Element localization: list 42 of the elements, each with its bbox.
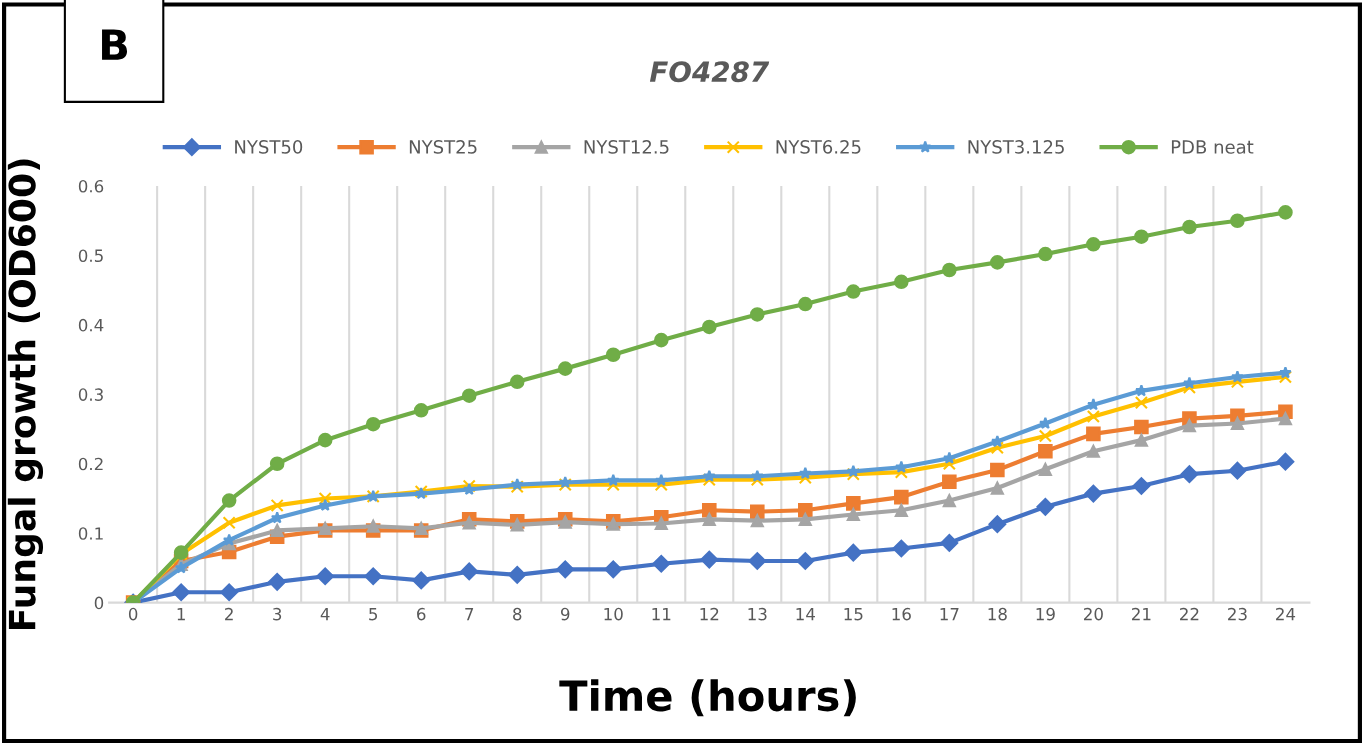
x-tick-label: 10	[604, 607, 623, 621]
x-tick-label: 13	[748, 607, 767, 621]
x-tick-label: 15	[844, 608, 863, 621]
legend-label: PDB neat	[1171, 140, 1254, 154]
x-tick-label: 16	[892, 607, 911, 621]
x-tick-label: 18	[988, 607, 1007, 621]
x-tick-label: 23	[1228, 607, 1247, 621]
y-tick-label: 0	[94, 596, 104, 610]
x-axis-title: Time (hours)	[559, 679, 856, 717]
y-tick-label: 0.6	[78, 179, 104, 193]
chart-title: FO4287	[649, 61, 770, 83]
legend-label: NYST3.125	[968, 140, 1064, 154]
x-tick-label: 17	[940, 608, 959, 621]
y-tick-label: 0.4	[78, 318, 104, 332]
x-tick-label: 24	[1276, 607, 1296, 621]
x-tick-label: 12	[700, 607, 719, 621]
x-tick-label: 22	[1180, 607, 1199, 621]
y-axis-title: Fungal growth (OD600)	[7, 159, 44, 629]
x-tick-label: 9	[560, 607, 570, 621]
x-tick-label: 0	[128, 607, 138, 621]
y-tick-label: 0.2	[78, 457, 103, 471]
legend-label: NYST25	[409, 140, 477, 154]
x-tick-label: 8	[513, 607, 522, 621]
x-tick-label: 6	[417, 607, 426, 621]
x-tick-label: 11	[652, 608, 671, 621]
legend-label: NYST12.5	[584, 140, 669, 154]
x-tick-label: 19	[1036, 607, 1055, 621]
x-tick-label: 5	[369, 608, 378, 621]
x-tick-label: 4	[320, 608, 330, 621]
y-tick-label: 0.5	[78, 249, 103, 263]
x-tick-label: 7	[465, 608, 474, 621]
x-tick-label: 2	[225, 607, 233, 621]
legend-label: NYST6.25	[776, 140, 861, 154]
x-tick-label: 14	[796, 608, 815, 621]
text: B	[102, 29, 128, 60]
legend-label: NYST50	[235, 140, 303, 154]
y-tick-label: 0.1	[78, 527, 103, 540]
x-tick-label: 21	[1132, 607, 1151, 621]
x-tick-label: 3	[273, 607, 282, 621]
y-tick-label: 0.3	[78, 388, 103, 401]
x-tick-label: 20	[1084, 607, 1103, 621]
x-tick-label: 1	[177, 608, 185, 621]
